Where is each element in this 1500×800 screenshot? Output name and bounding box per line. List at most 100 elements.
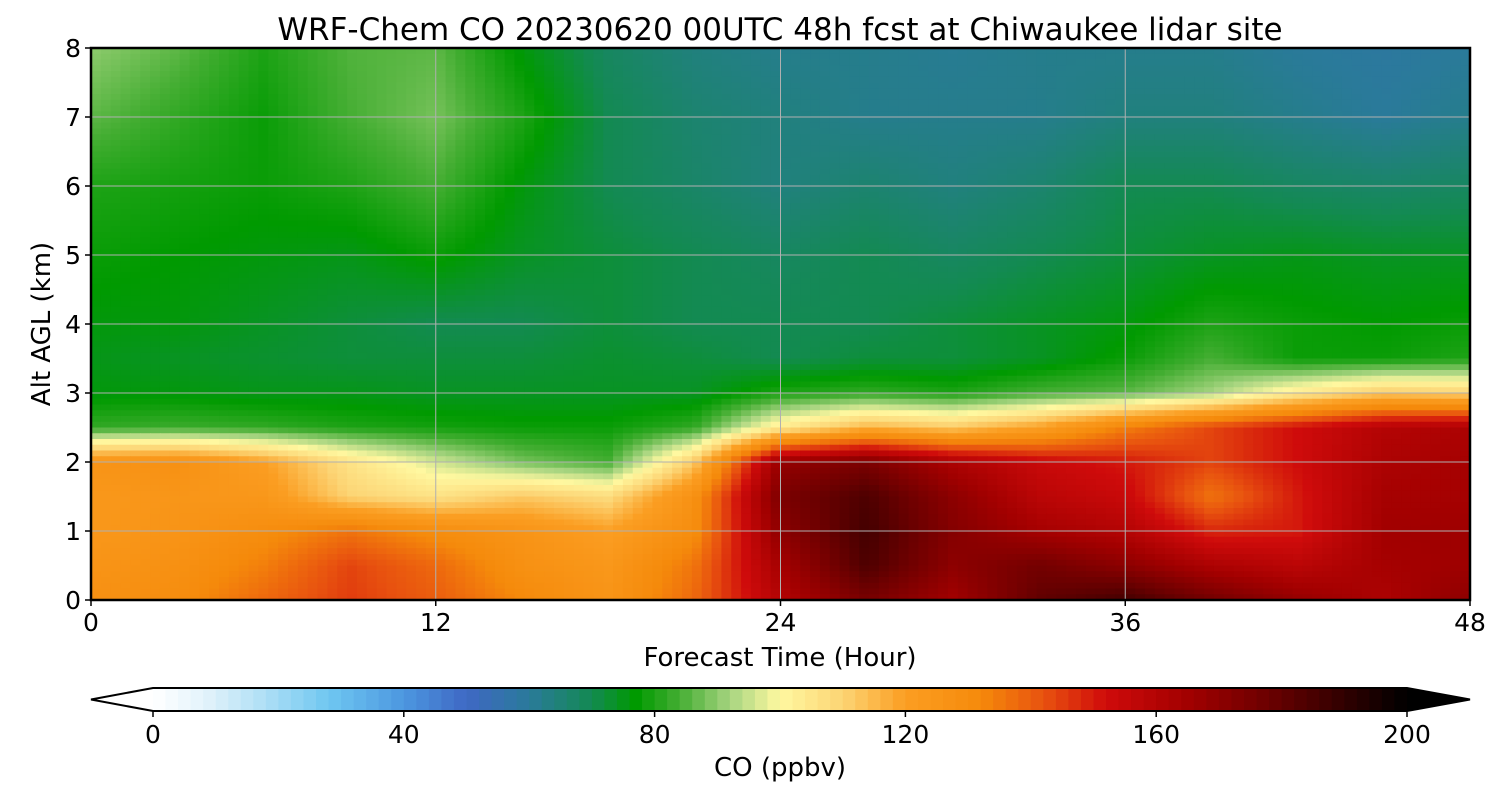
heatmap-cell	[908, 59, 919, 66]
heatmap-cell	[110, 243, 122, 250]
heatmap-cell	[465, 157, 476, 164]
heatmap-cell	[209, 249, 220, 256]
heatmap-cell	[918, 117, 929, 124]
heatmap-cell	[691, 232, 703, 239]
heatmap-cell	[130, 111, 141, 118]
heatmap-cell	[396, 48, 407, 55]
heatmap-cell	[386, 53, 397, 61]
heatmap-cell	[258, 249, 269, 256]
heatmap-cell	[750, 191, 762, 199]
heatmap-cell	[297, 186, 309, 193]
heatmap-cell	[701, 243, 713, 250]
heatmap-cell	[1164, 128, 1176, 135]
heatmap-cell	[829, 145, 841, 153]
heatmap-cell	[1105, 226, 1116, 233]
heatmap-cell	[947, 48, 959, 55]
heatmap-cell	[613, 168, 624, 176]
heatmap-cell	[613, 226, 624, 233]
heatmap-cell	[1332, 122, 1343, 130]
heatmap-cell	[839, 105, 851, 112]
heatmap-cell	[514, 134, 525, 141]
heatmap-cell	[1391, 145, 1402, 153]
heatmap-cell	[780, 157, 791, 164]
heatmap-cell	[573, 237, 585, 245]
heatmap-cell	[662, 145, 673, 153]
heatmap-cell	[1184, 151, 1195, 158]
heatmap-cell	[977, 226, 988, 233]
heatmap-cell	[938, 94, 949, 101]
heatmap-cell	[327, 53, 338, 61]
heatmap-cell	[514, 94, 525, 101]
heatmap-cell	[1164, 220, 1176, 227]
heatmap-cell	[1164, 197, 1176, 204]
heatmap-cell	[741, 209, 752, 216]
heatmap-cell	[199, 203, 210, 210]
heatmap-cell	[366, 76, 378, 84]
heatmap-cell	[1361, 65, 1373, 72]
heatmap-cell	[1184, 134, 1195, 141]
heatmap-cell	[810, 53, 821, 61]
heatmap-cell	[268, 180, 279, 187]
heatmap-cell	[130, 76, 141, 84]
heatmap-cell	[957, 237, 969, 245]
heatmap-cell	[91, 226, 102, 233]
heatmap-cell	[1007, 151, 1018, 158]
heatmap-cell	[750, 65, 762, 72]
heatmap-cell	[425, 243, 437, 250]
heatmap-cell	[957, 71, 969, 78]
heatmap-cell	[494, 71, 506, 78]
heatmap-cell	[957, 168, 969, 176]
heatmap-cell	[485, 151, 496, 158]
heatmap-cell	[317, 209, 328, 216]
heatmap-cell	[209, 151, 220, 158]
heatmap-cell	[691, 151, 703, 158]
heatmap-cell	[977, 243, 988, 250]
heatmap-cell	[721, 88, 732, 95]
heatmap-cell	[278, 197, 289, 204]
heatmap-cell	[908, 157, 919, 164]
heatmap-cell	[721, 105, 732, 112]
heatmap-cell	[1401, 134, 1412, 141]
heatmap-cell	[780, 76, 791, 84]
heatmap-cell	[908, 122, 919, 130]
heatmap-cell	[672, 174, 683, 181]
heatmap-cell	[406, 140, 417, 147]
heatmap-cell	[1026, 117, 1038, 124]
heatmap-cell	[1154, 145, 1166, 153]
heatmap-cell	[1095, 203, 1107, 210]
heatmap-cell	[209, 94, 220, 101]
heatmap-cell	[317, 220, 328, 227]
heatmap-cell	[839, 180, 851, 187]
heatmap-cell	[711, 140, 722, 147]
heatmap-cell	[859, 163, 870, 170]
heatmap-cell	[209, 105, 220, 112]
heatmap-cell	[583, 157, 594, 164]
heatmap-cell	[504, 186, 516, 193]
heatmap-cell	[760, 191, 772, 199]
heatmap-cell	[701, 180, 713, 187]
heatmap-cell	[829, 243, 841, 250]
heatmap-cell	[1095, 88, 1107, 95]
heatmap-cell	[652, 249, 663, 256]
heatmap-cell	[1381, 214, 1392, 222]
heatmap-cell	[356, 168, 368, 176]
heatmap-cell	[524, 163, 535, 170]
heatmap-cell	[386, 186, 397, 193]
heatmap-cell	[859, 65, 870, 72]
heatmap-cell	[810, 220, 821, 227]
heatmap-cell	[416, 197, 427, 204]
heatmap-cell	[1361, 226, 1373, 233]
heatmap-cell	[691, 48, 703, 55]
heatmap-cell	[1381, 88, 1392, 95]
heatmap-cell	[760, 226, 772, 233]
heatmap-cell	[1381, 65, 1392, 72]
heatmap-cell	[100, 88, 112, 95]
heatmap-cell	[938, 163, 949, 170]
heatmap-cell	[1213, 111, 1225, 118]
heatmap-cell	[475, 88, 486, 95]
heatmap-cell	[800, 140, 811, 147]
heatmap-cell	[731, 191, 742, 199]
heatmap-cell	[731, 157, 742, 164]
heatmap-cell	[307, 105, 319, 112]
